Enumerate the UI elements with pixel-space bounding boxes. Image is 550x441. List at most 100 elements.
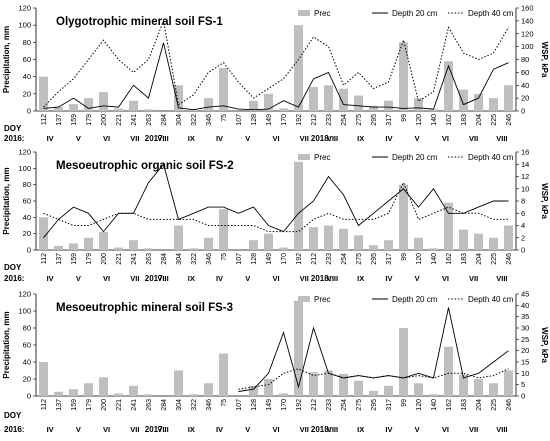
x-tick-label: 137 (56, 114, 63, 126)
y2-tick-label: 100 (521, 42, 534, 51)
month-label: VII (300, 274, 309, 283)
prec-bar (204, 237, 213, 250)
y-tick-label: 120 (18, 148, 31, 157)
year-row-label: 2016: (4, 134, 24, 143)
prec-bar (69, 104, 78, 111)
legend-depth20-label: Depth 20 cm (392, 153, 438, 162)
x-tick-label: 183 (461, 399, 468, 411)
month-label: IX (188, 425, 195, 434)
x-tick-label: 212 (311, 253, 318, 265)
y2-tick-label: 10 (521, 184, 529, 193)
x-tick-label: 284 (161, 114, 168, 126)
doy-row-label: DOY (4, 411, 22, 420)
x-tick-label: 99 (401, 114, 408, 122)
x-tick-label: 275 (356, 253, 363, 265)
prec-bar (354, 235, 363, 250)
prec-bar (54, 106, 63, 111)
month-label: VII (130, 134, 139, 143)
x-tick-label: 346 (206, 114, 213, 126)
x-tick-label: 295 (371, 114, 378, 126)
month-label: IX (357, 274, 364, 283)
prec-bar (144, 394, 153, 396)
prec-bar (339, 373, 348, 396)
y2-axis-label: WSP, kPa (540, 327, 549, 363)
x-tick-label: 275 (356, 399, 363, 411)
month-label: IV (216, 134, 223, 143)
prec-bar (324, 85, 333, 111)
year-label: 2018: (311, 134, 331, 143)
y2-tick-label: 4 (521, 221, 525, 230)
x-tick-label: 170 (281, 114, 288, 126)
y-tick-label: 120 (18, 4, 31, 13)
prec-bar (219, 209, 228, 250)
prec-bar (249, 385, 258, 396)
prec-bar (429, 109, 438, 111)
x-tick-label: 120 (416, 399, 423, 411)
x-tick-label: 75 (221, 399, 228, 407)
x-tick-label: 304 (176, 253, 183, 265)
y2-tick-label: 16 (521, 148, 529, 157)
month-label: IX (357, 134, 364, 143)
prec-bar (414, 98, 423, 111)
prec-bar (219, 68, 228, 111)
y-tick-label: 40 (23, 213, 31, 222)
month-label: VIII (157, 274, 168, 283)
x-tick-label: 107 (236, 399, 243, 411)
x-tick-label: 233 (326, 114, 333, 126)
x-tick-label: 159 (71, 253, 78, 265)
y-tick-label: 20 (23, 229, 31, 238)
x-tick-label: 120 (416, 114, 423, 126)
prec-bar (39, 76, 48, 111)
prec-bar (99, 232, 108, 250)
y-tick-label: 20 (23, 375, 31, 384)
depth-20cm-line (238, 307, 509, 392)
year-label: 2017: (145, 134, 165, 143)
panel-2: 0204060801001200246810121416Precipitatio… (2, 148, 549, 284)
x-tick-label: 200 (101, 253, 108, 265)
month-label: V (245, 425, 250, 434)
y-axis-label: Precipitation, mm (2, 26, 11, 93)
prec-bar (504, 370, 513, 396)
month-label: VIII (496, 134, 507, 143)
legend-prec-swatch (298, 10, 310, 16)
legend-prec-label: Prec (314, 153, 330, 162)
prec-bar (309, 372, 318, 396)
x-tick-label: 162 (446, 114, 453, 126)
x-tick-label: 170 (281, 399, 288, 411)
month-label: V (415, 425, 420, 434)
prec-bar (114, 108, 123, 111)
legend-prec-swatch (298, 296, 310, 302)
x-tick-label: 179 (86, 399, 93, 411)
y-axis-label: Precipitation, mm (2, 167, 11, 234)
legend-depth20-label: Depth 20 cm (392, 295, 438, 304)
y-tick-label: 60 (23, 197, 31, 206)
x-tick-label: 254 (341, 114, 348, 126)
x-tick-label: 233 (326, 253, 333, 265)
x-tick-label: 75 (221, 253, 228, 261)
prec-bar (264, 93, 273, 111)
month-label: VIII (327, 134, 338, 143)
prec-bar (264, 379, 273, 396)
y-tick-label: 40 (23, 72, 31, 81)
y2-tick-label: 12 (521, 172, 529, 181)
x-tick-label: 304 (176, 114, 183, 126)
panel-1: 0 20 40 60 80 100 120 0 20 40 60 80 100 120 140 160 Prec… (2, 4, 549, 144)
prec-bar (129, 240, 138, 250)
x-tick-label: 254 (341, 399, 348, 411)
month-label: IV (216, 425, 223, 434)
prec-bar (369, 105, 378, 111)
legend-depth20-label: Depth 20 cm (392, 9, 438, 18)
prec-bar (474, 379, 483, 396)
year-row-label: 2016: (4, 425, 24, 434)
depth-40cm-line (43, 19, 509, 108)
y-axis-label: Precipitation, mm (2, 311, 11, 378)
prec-bar (219, 353, 228, 396)
prec-bar (414, 237, 423, 250)
prec-bar (324, 225, 333, 250)
x-tick-label: 317 (386, 253, 393, 265)
x-tick-label: 241 (131, 253, 138, 265)
x-tick-label: 200 (101, 399, 108, 411)
x-tick-label: 162 (446, 399, 453, 411)
x-tick-label: 159 (71, 114, 78, 126)
x-tick-label: 304 (176, 399, 183, 411)
